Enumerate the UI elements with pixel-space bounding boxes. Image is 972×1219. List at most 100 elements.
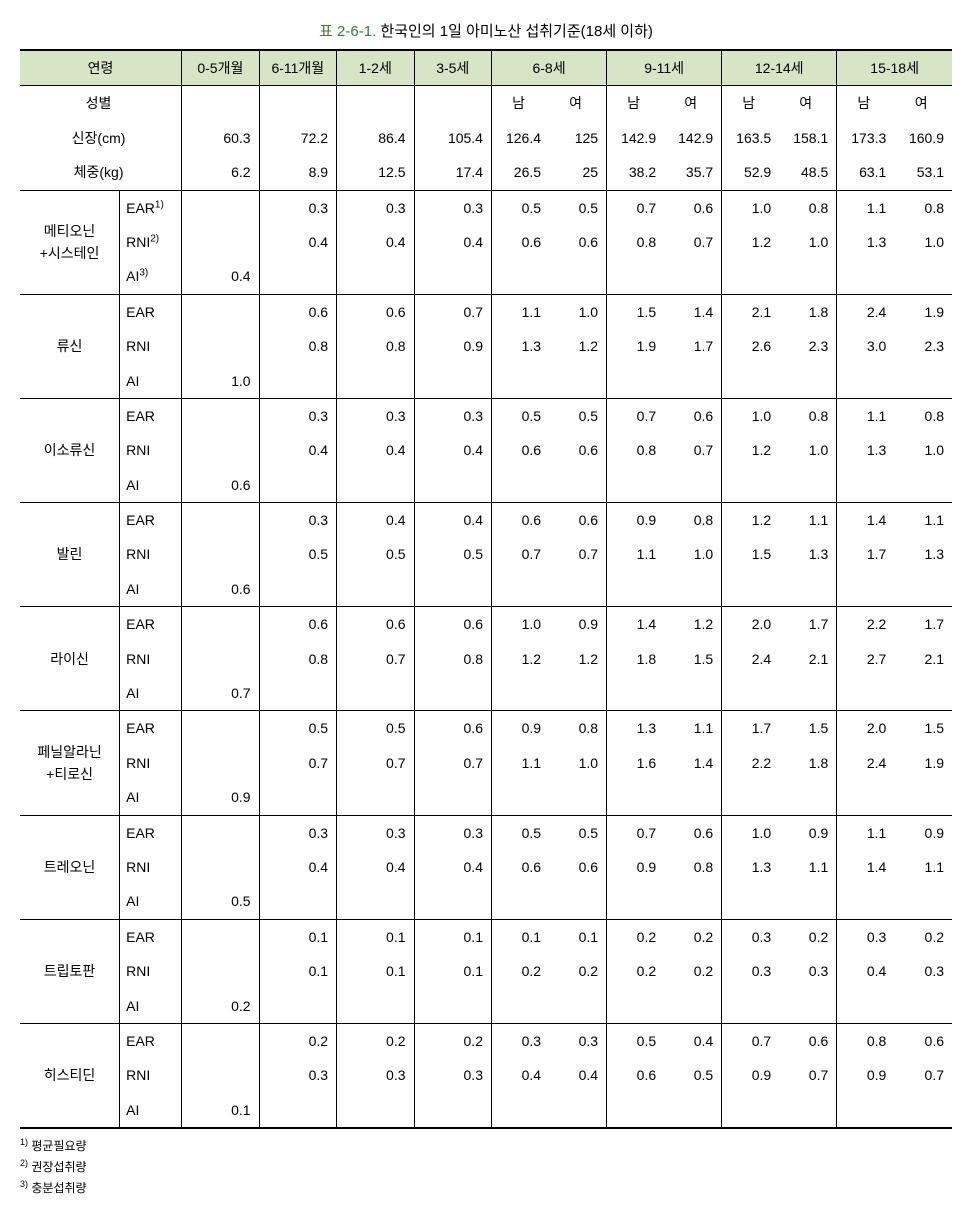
- cell: [182, 919, 259, 954]
- row-rni: RNI0.40.40.40.60.60.90.81.31.11.41.1: [20, 850, 952, 884]
- cell: [182, 954, 259, 988]
- header-age-5: 9-11세: [607, 50, 722, 86]
- cell: 126.4: [491, 121, 549, 155]
- cell: [182, 607, 259, 642]
- cell: [414, 989, 491, 1024]
- cell: 0.1: [414, 954, 491, 988]
- cell: 0.3: [779, 954, 837, 988]
- cell: [837, 1093, 895, 1128]
- cell: 0.2: [664, 954, 722, 988]
- cell: [414, 884, 491, 919]
- meas-ai: AI3): [120, 259, 182, 294]
- cell: 0.3: [837, 919, 895, 954]
- cell: 0.6: [337, 607, 414, 642]
- cell: 0.5: [259, 711, 336, 746]
- cell: 86.4: [337, 121, 414, 155]
- cell: 1.2: [722, 503, 780, 538]
- cell: 0.4: [337, 433, 414, 467]
- cell: 0.3: [259, 815, 336, 850]
- cell: [722, 259, 780, 294]
- cell: [337, 1093, 414, 1128]
- cell: 1.3: [894, 537, 952, 571]
- cell: 0.8: [607, 225, 665, 259]
- cell: 1.0: [182, 364, 259, 399]
- cell: [414, 572, 491, 607]
- cell: 0.9: [837, 1058, 895, 1092]
- cell: [607, 780, 665, 815]
- cell: [722, 468, 780, 503]
- cell: [722, 989, 780, 1024]
- cell: 0.8: [779, 190, 837, 225]
- cell: [894, 1093, 952, 1128]
- cell: [549, 364, 607, 399]
- cell: 38.2: [607, 155, 665, 190]
- cell: [607, 364, 665, 399]
- cell: [837, 780, 895, 815]
- cell: [414, 259, 491, 294]
- cell: [337, 884, 414, 919]
- cell: 1.7: [664, 329, 722, 363]
- row-ear: 이소류신EAR0.30.30.30.50.50.70.61.00.81.10.8: [20, 398, 952, 433]
- cell: 0.6: [549, 503, 607, 538]
- cell: 0.8: [337, 329, 414, 363]
- cell: 0.2: [779, 919, 837, 954]
- cell: 1.1: [837, 190, 895, 225]
- cell: 1.1: [491, 746, 549, 780]
- cell: 0.8: [664, 503, 722, 538]
- cell: 1.5: [779, 711, 837, 746]
- cell: [259, 1093, 336, 1128]
- cell: 0.3: [414, 815, 491, 850]
- cell: 0.8: [414, 642, 491, 676]
- cell: [549, 259, 607, 294]
- cell: [664, 572, 722, 607]
- cell: [549, 884, 607, 919]
- cell: 0.4: [664, 1023, 722, 1058]
- cell: [607, 989, 665, 1024]
- cell: 1.0: [549, 746, 607, 780]
- cell: 125: [549, 121, 607, 155]
- row-ear: 라이신EAR0.60.60.61.00.91.41.22.01.72.21.7: [20, 607, 952, 642]
- cell: 0.2: [607, 919, 665, 954]
- cell: 0.5: [491, 398, 549, 433]
- cell: 0.6: [182, 468, 259, 503]
- meas-ai: AI: [120, 364, 182, 399]
- cell: 1.7: [894, 607, 952, 642]
- row-sex: 성별남여남여남여남여: [20, 86, 952, 121]
- cell: [837, 364, 895, 399]
- amino-name: 페닐알라닌+티로신: [20, 711, 120, 815]
- cell: [491, 1093, 549, 1128]
- row-ear: 트레오닌EAR0.30.30.30.50.50.70.61.00.91.10.9: [20, 815, 952, 850]
- cell: 53.1: [894, 155, 952, 190]
- cell: [337, 86, 414, 121]
- cell: [414, 468, 491, 503]
- meas-rni: RNI: [120, 1058, 182, 1092]
- footnote-3: 3) 충분섭취량: [20, 1177, 952, 1198]
- cell: [491, 259, 549, 294]
- cell: 0.1: [337, 954, 414, 988]
- cell: 35.7: [664, 155, 722, 190]
- cell: [779, 364, 837, 399]
- cell: 남: [491, 86, 549, 121]
- meas-ear: EAR: [120, 919, 182, 954]
- cell: 0.1: [491, 919, 549, 954]
- cell: 1.0: [722, 815, 780, 850]
- meas-ear: EAR: [120, 1023, 182, 1058]
- cell: 0.4: [414, 850, 491, 884]
- cell: [337, 364, 414, 399]
- cell: [414, 86, 491, 121]
- cell: 1.3: [607, 711, 665, 746]
- cell: 142.9: [664, 121, 722, 155]
- cell: [607, 1093, 665, 1128]
- row-ear: 히스티딘EAR0.20.20.20.30.30.50.40.70.60.80.6: [20, 1023, 952, 1058]
- meas-ear: EAR: [120, 503, 182, 538]
- cell: 1.3: [779, 537, 837, 571]
- cell: 0.5: [549, 190, 607, 225]
- header-age-1: 6-11개월: [259, 50, 336, 86]
- cell: 0.2: [414, 1023, 491, 1058]
- cell: 1.4: [837, 850, 895, 884]
- row-rni: RNI0.40.40.40.60.60.80.71.21.01.31.0: [20, 433, 952, 467]
- cell: 2.4: [837, 294, 895, 329]
- meas-rni: RNI: [120, 642, 182, 676]
- cell: [182, 537, 259, 571]
- cell: [664, 364, 722, 399]
